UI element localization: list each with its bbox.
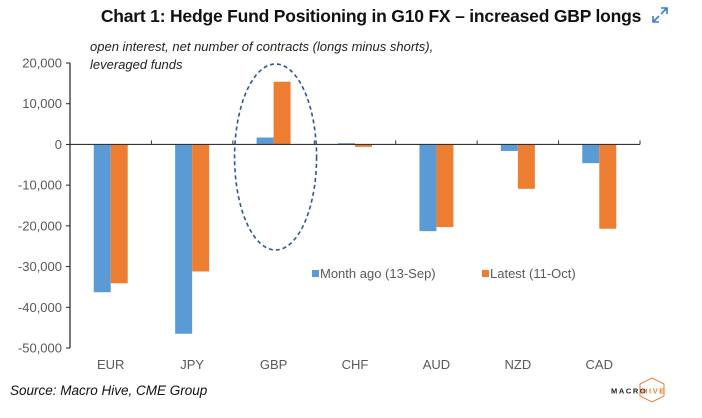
x-tick-label-nzd: NZD — [504, 357, 531, 372]
bar-gbp-month-ago — [256, 137, 274, 145]
bar-chf-month-ago — [338, 143, 355, 145]
x-tick-label-chf: CHF — [342, 357, 369, 372]
axes-group — [66, 62, 641, 349]
y-tick-label: -50,000 — [18, 341, 62, 356]
y-tick-label: -10,000 — [18, 178, 62, 193]
bar-cad-latest — [599, 144, 617, 229]
bar-cad-month-ago — [582, 144, 600, 164]
legend-swatch — [482, 270, 489, 277]
x-tick-label-gbp: GBP — [260, 357, 287, 372]
y-tick-labels: 20,000 10,000 0 -10,000 -20,000 -30,000 -40,00… — [18, 56, 62, 356]
chart-title: Chart 1: Hedge Fund Positioning in G10 F… — [100, 6, 642, 26]
gbp-highlight-ellipse — [233, 63, 318, 251]
bar-chf-latest — [355, 144, 372, 147]
bar-eur-latest — [110, 144, 128, 284]
x-tick-labels: EUR JPY GBP CHF AUD NZD CAD — [97, 357, 613, 372]
legend-item-latest[interactable]: Latest (11-Oct) — [482, 266, 576, 281]
source-note: Source: Macro Hive, CME Group — [10, 383, 208, 398]
bar-eur-month-ago — [93, 144, 111, 293]
x-tick-label-eur: EUR — [97, 357, 124, 372]
y-tick-label: -30,000 — [18, 259, 62, 274]
bar-aud-month-ago — [419, 144, 437, 232]
bar-jpy-month-ago — [175, 144, 193, 334]
y-tick-label: -20,000 — [18, 218, 62, 233]
legend: Month ago (13-Sep) Latest (11-Oct) — [312, 266, 576, 281]
hexagon-logo-icon — [639, 377, 665, 403]
macro-hive-logo: MACRO HIVE — [610, 376, 680, 404]
expand-icon[interactable] — [650, 5, 670, 25]
expand-arrows-icon — [652, 7, 668, 23]
chart-subtitle: open interest, net number of contracts (… — [90, 38, 433, 74]
bar-nzd-month-ago — [500, 144, 518, 151]
y-tick-label: 20,000 — [22, 56, 62, 71]
y-tick-label: -40,000 — [18, 300, 62, 315]
subtitle-line-2: leveraged funds — [90, 57, 183, 72]
x-tick-label-cad: CAD — [586, 357, 613, 372]
y-tick-label: 0 — [55, 137, 62, 152]
legend-label: Month ago (13-Sep) — [320, 266, 436, 281]
legend-swatch — [312, 270, 319, 277]
legend-item-month-ago[interactable]: Month ago (13-Sep) — [312, 266, 436, 281]
bars-group — [93, 81, 617, 334]
x-tick-label-aud: AUD — [423, 357, 450, 372]
bar-nzd-latest — [517, 144, 535, 189]
subtitle-line-1: open interest, net number of contracts (… — [90, 39, 434, 54]
bar-gbp-latest — [273, 81, 291, 145]
logo-text-hive: HIVE — [642, 387, 666, 396]
bar-jpy-latest — [192, 144, 210, 272]
logo-text-macro: MACRO — [611, 387, 647, 396]
y-tick-label: 10,000 — [22, 96, 62, 111]
bar-aud-latest — [436, 144, 454, 228]
legend-label: Latest (11-Oct) — [490, 266, 576, 281]
x-tick-label-jpy: JPY — [180, 357, 204, 372]
